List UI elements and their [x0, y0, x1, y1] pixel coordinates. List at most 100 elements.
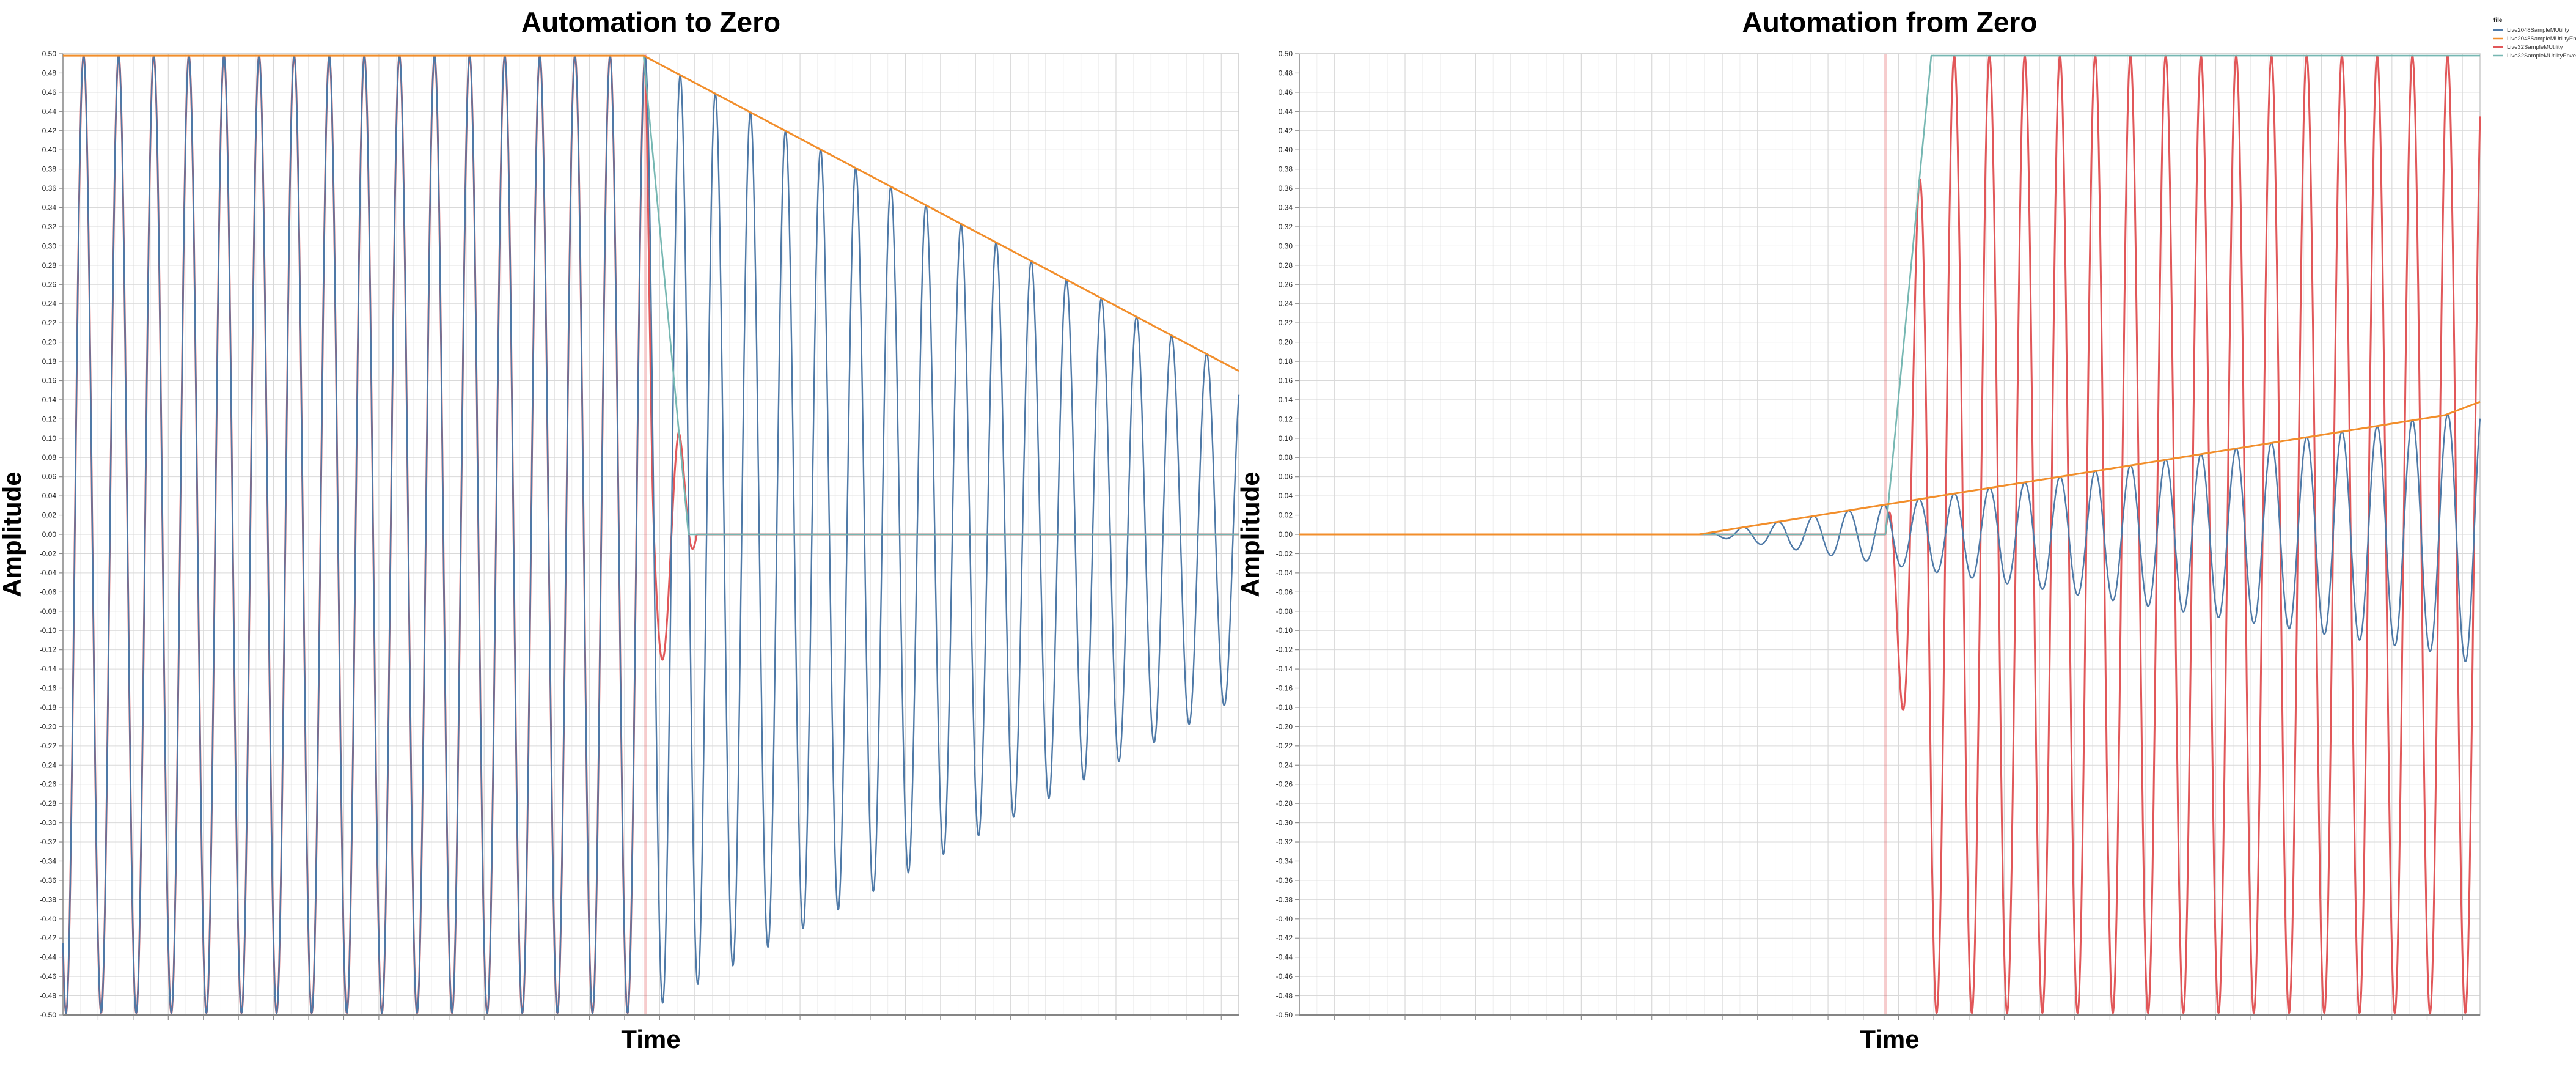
y-tick-label: 0.02: [1279, 511, 1293, 520]
y-tick-label: 0.40: [1279, 146, 1293, 154]
y-tick-label: 0.12: [42, 415, 57, 423]
envelope-Live2048SampleMUtilityEnvelope: [63, 54, 1239, 372]
y-tick-label: 0.30: [1279, 242, 1293, 250]
y-tick-label: 0.00: [1279, 530, 1293, 539]
y-tick-label: -0.14: [1276, 665, 1293, 673]
y-tick-label: -0.08: [1276, 607, 1293, 616]
y-tick-label: -0.42: [40, 934, 57, 942]
y-tick-label: -0.24: [1276, 761, 1293, 769]
y-tick-label: -0.14: [40, 665, 57, 673]
y-tick-label: -0.08: [40, 607, 57, 616]
y-tick-label: -0.36: [40, 876, 57, 885]
waveform-Live2048SampleMUtility: [1299, 413, 2481, 663]
y-tick-label: -0.06: [1276, 588, 1293, 596]
y-tick-label: -0.48: [1276, 992, 1293, 1000]
y-tick-label: -0.44: [40, 953, 57, 962]
y-tick-label: -0.12: [40, 646, 57, 654]
y-tick-label: 0.34: [1279, 204, 1293, 212]
y-tick-label: -0.12: [1276, 646, 1293, 654]
y-tick-label: 0.18: [42, 357, 57, 366]
y-tick-label: 0.14: [42, 396, 57, 404]
y-tick-label: 0.38: [1279, 165, 1293, 174]
y-tick-label: 0.32: [42, 223, 57, 231]
y-tick-label: 0.10: [42, 434, 57, 443]
y-tick-label: -0.34: [40, 857, 57, 865]
envelope-Live2048SampleMUtilityEnvelope: [1299, 400, 2481, 536]
plot-area-automation-from-zero: 0.50 0.48 0.46 0.44 0.42 0.40 0.38 0.36 0.34 0.32…: [1276, 50, 2481, 1020]
y-ticks: 0.50 0.48 0.46 0.44 0.42 0.40 0.38 0.36 0.34 0.32…: [40, 50, 1222, 1020]
y-tick-label: 0.46: [1279, 88, 1293, 97]
y-tick-label: -0.18: [40, 703, 57, 712]
y-tick-label: 0.16: [1279, 376, 1293, 385]
y-tick-label: 0.28: [42, 261, 57, 270]
y-tick-label: 0.24: [42, 300, 57, 308]
y-tick-label: 0.20: [1279, 338, 1293, 347]
y-tick-label: 0.44: [1279, 107, 1293, 116]
y-tick-label: -0.48: [40, 992, 57, 1000]
legend-label: Live32SampleMUtility: [2507, 44, 2563, 51]
y-tick-label: 0.26: [1279, 280, 1293, 289]
chart-title-right: Automation from Zero: [1742, 6, 2038, 38]
y-tick-label: -0.28: [40, 799, 57, 808]
y-tick-label: 0.20: [42, 338, 57, 347]
y-tick-label: 0.08: [1279, 453, 1293, 462]
y-tick-label: 0.34: [42, 204, 57, 212]
y-tick-label: -0.40: [1276, 915, 1293, 923]
y-tick-label: -0.30: [40, 819, 57, 827]
y-tick-label: 0.42: [42, 127, 57, 135]
y-tick-label: 0.10: [1279, 434, 1293, 443]
y-tick-label: -0.46: [1276, 972, 1293, 981]
y-tick-label: -0.36: [1276, 876, 1293, 885]
y-tick-label: -0.38: [1276, 895, 1293, 904]
y-tick-label: -0.04: [40, 569, 57, 577]
y-tick-label: -0.28: [1276, 799, 1293, 808]
y-tick-label: -0.20: [40, 722, 57, 731]
y-tick-label: 0.50: [42, 50, 57, 58]
y-tick-label: 0.44: [42, 107, 57, 116]
chart-title-left: Automation to Zero: [521, 6, 780, 38]
y-tick-label: 0.00: [42, 530, 57, 539]
y-tick-label: 0.30: [42, 242, 57, 250]
x-axis-label-left: Time: [621, 1025, 680, 1053]
y-tick-label: -0.38: [40, 895, 57, 904]
y-tick-label: 0.14: [1279, 396, 1293, 404]
y-tick-label: -0.02: [40, 549, 57, 558]
plot-area-automation-to-zero: 0.50 0.48 0.46 0.44 0.42 0.40 0.38 0.36 0.34 0.32…: [40, 50, 1240, 1020]
y-tick-label: 0.08: [42, 453, 57, 462]
legend-label: Live2048SampleMUtilityEnvelope: [2507, 35, 2576, 42]
legend-label: Live32SampleMUtilityEnvelope: [2507, 53, 2576, 59]
legend-label: Live2048SampleMUtility: [2507, 27, 2569, 34]
y-tick-label: 0.46: [42, 88, 57, 97]
y-tick-label: 0.04: [42, 492, 57, 500]
legend: file Live2048SampleMUtilityLive2048Sampl…: [2493, 17, 2576, 59]
y-tick-label: 0.06: [1279, 473, 1293, 481]
y-tick-label: -0.10: [1276, 626, 1293, 635]
y-tick-label: 0.06: [42, 473, 57, 481]
y-tick-label: -0.18: [1276, 703, 1293, 712]
y-tick-label: -0.34: [1276, 857, 1293, 865]
y-tick-label: -0.50: [1276, 1011, 1293, 1019]
y-tick-label: -0.46: [40, 972, 57, 981]
legend-title: file: [2493, 17, 2503, 24]
y-tick-label: 0.42: [1279, 127, 1293, 135]
y-tick-label: -0.16: [1276, 684, 1293, 693]
y-tick-label: 0.50: [1279, 50, 1293, 58]
y-tick-label: 0.18: [1279, 357, 1293, 366]
y-tick-label: -0.32: [1276, 838, 1293, 846]
y-tick-label: 0.02: [42, 511, 57, 520]
y-tick-label: -0.26: [40, 780, 57, 789]
y-tick-label: -0.44: [1276, 953, 1293, 962]
y-tick-label: -0.26: [1276, 780, 1293, 789]
y-tick-label: 0.26: [42, 280, 57, 289]
y-tick-label: 0.38: [42, 165, 57, 174]
y-tick-label: 0.28: [1279, 261, 1293, 270]
y-tick-label: 0.36: [1279, 184, 1293, 193]
y-tick-label: -0.04: [1276, 569, 1293, 577]
y-tick-label: -0.20: [1276, 722, 1293, 731]
y-tick-label: 0.40: [42, 146, 57, 154]
x-axis-label-right: Time: [1860, 1025, 1919, 1053]
y-tick-label: -0.06: [40, 588, 57, 596]
y-tick-label: -0.42: [1276, 934, 1293, 942]
y-tick-label: -0.30: [1276, 819, 1293, 827]
